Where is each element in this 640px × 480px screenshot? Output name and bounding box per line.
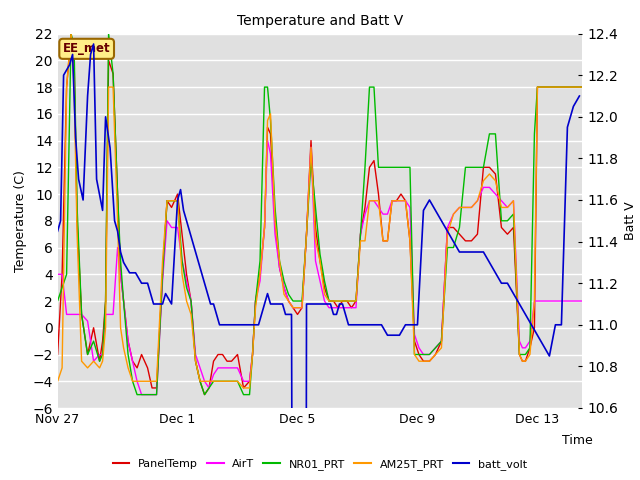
Y-axis label: Batt V: Batt V (624, 202, 637, 240)
Y-axis label: Temperature (C): Temperature (C) (13, 170, 27, 272)
Title: Temperature and Batt V: Temperature and Batt V (237, 14, 403, 28)
X-axis label: Time: Time (562, 434, 593, 447)
Text: EE_met: EE_met (63, 42, 111, 55)
Legend: PanelTemp, AirT, NR01_PRT, AM25T_PRT, batt_volt: PanelTemp, AirT, NR01_PRT, AM25T_PRT, ba… (108, 455, 532, 474)
